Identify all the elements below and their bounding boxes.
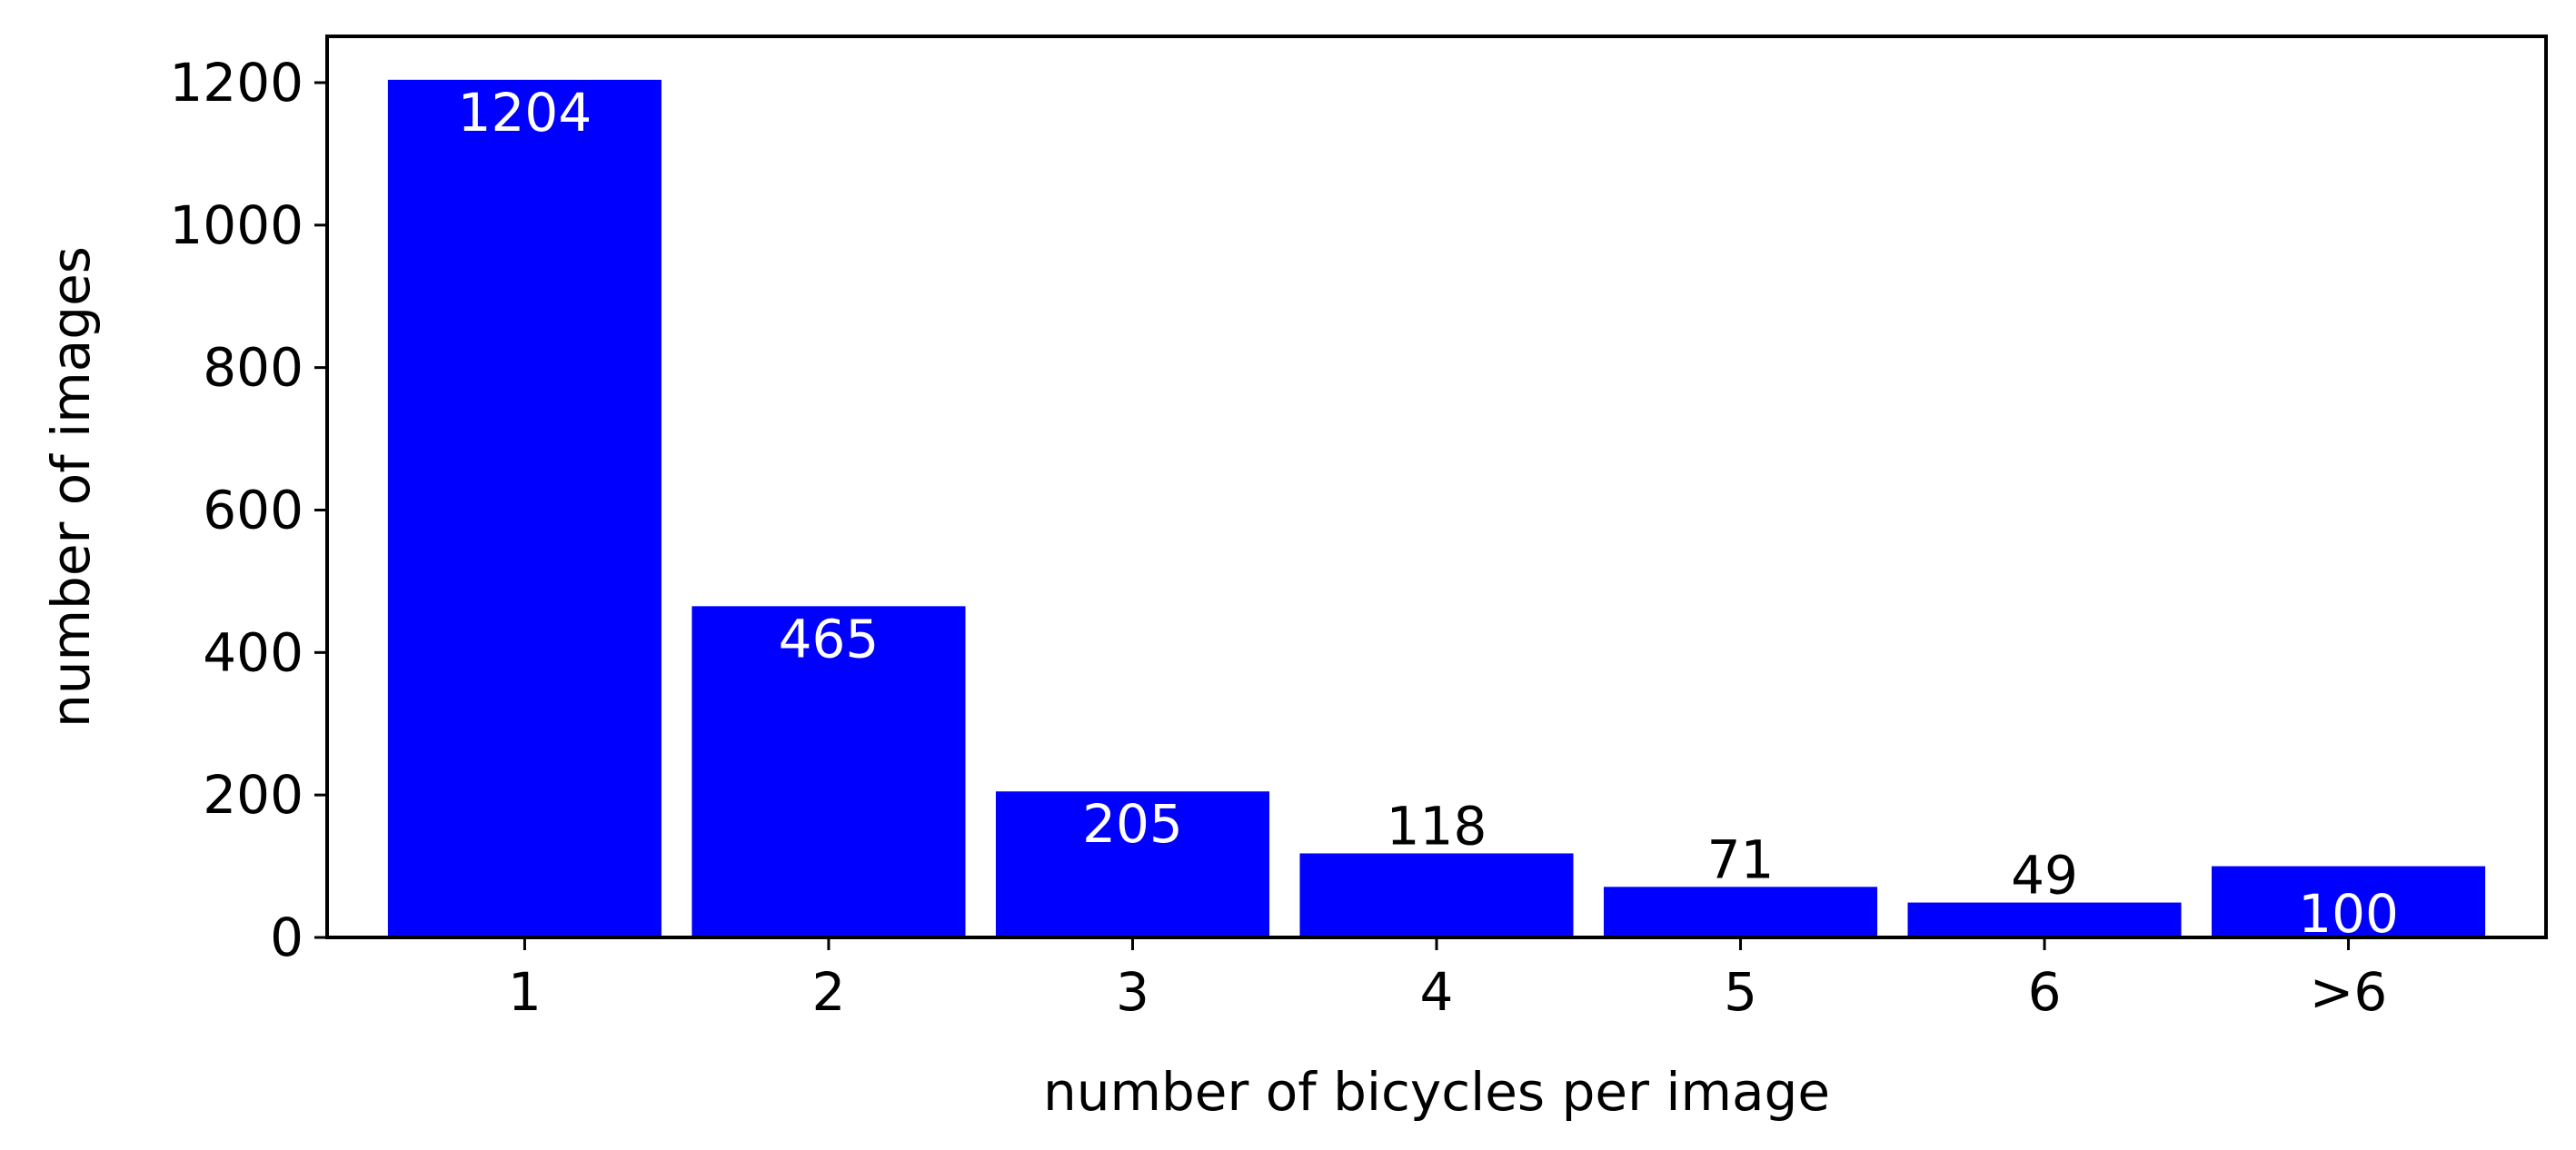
bar-value-label: 71 [1707,828,1775,890]
bar-value-label: 100 [2298,883,2399,945]
y-tick-label: 600 [203,479,303,540]
bar [2212,866,2486,937]
bar [1907,902,2182,937]
y-tick-label: 1200 [169,52,303,114]
value-labels-group: 1204 465 205 118 71 49 100 [458,82,2399,945]
x-tick-label: >6 [2310,961,2388,1023]
bar [1299,853,1574,937]
x-tick-label: 2 [812,961,846,1023]
bar [1603,887,1878,937]
bar-value-label: 1204 [458,82,592,144]
x-tick-label: 4 [1420,961,1454,1023]
bar-value-label: 118 [1387,795,1487,857]
bar [387,79,661,937]
bar-value-label: 49 [2011,845,2078,907]
y-tick-label: 0 [270,907,303,968]
bars-group [387,79,2486,937]
y-tick-label: 800 [203,337,303,399]
y-axis: 0 200 400 600 800 1000 1200 [169,52,327,968]
y-axis-title: number of images [40,246,102,728]
y-tick-label: 200 [203,764,303,826]
x-tick-label: 1 [508,961,542,1023]
x-tick-label: 5 [1724,961,1757,1023]
x-tick-label: 3 [1116,961,1149,1023]
bar [995,791,1270,937]
y-tick-label: 400 [203,621,303,683]
bar [691,606,966,937]
bar-value-label: 465 [779,608,880,669]
x-tick-label: 6 [2028,961,2062,1023]
x-axis: 1 2 3 4 5 6 >6 [508,937,2387,1023]
y-tick-label: 1000 [169,194,303,256]
x-axis-title: number of bicycles per image [1043,1061,1830,1123]
bar-value-label: 205 [1082,793,1183,855]
